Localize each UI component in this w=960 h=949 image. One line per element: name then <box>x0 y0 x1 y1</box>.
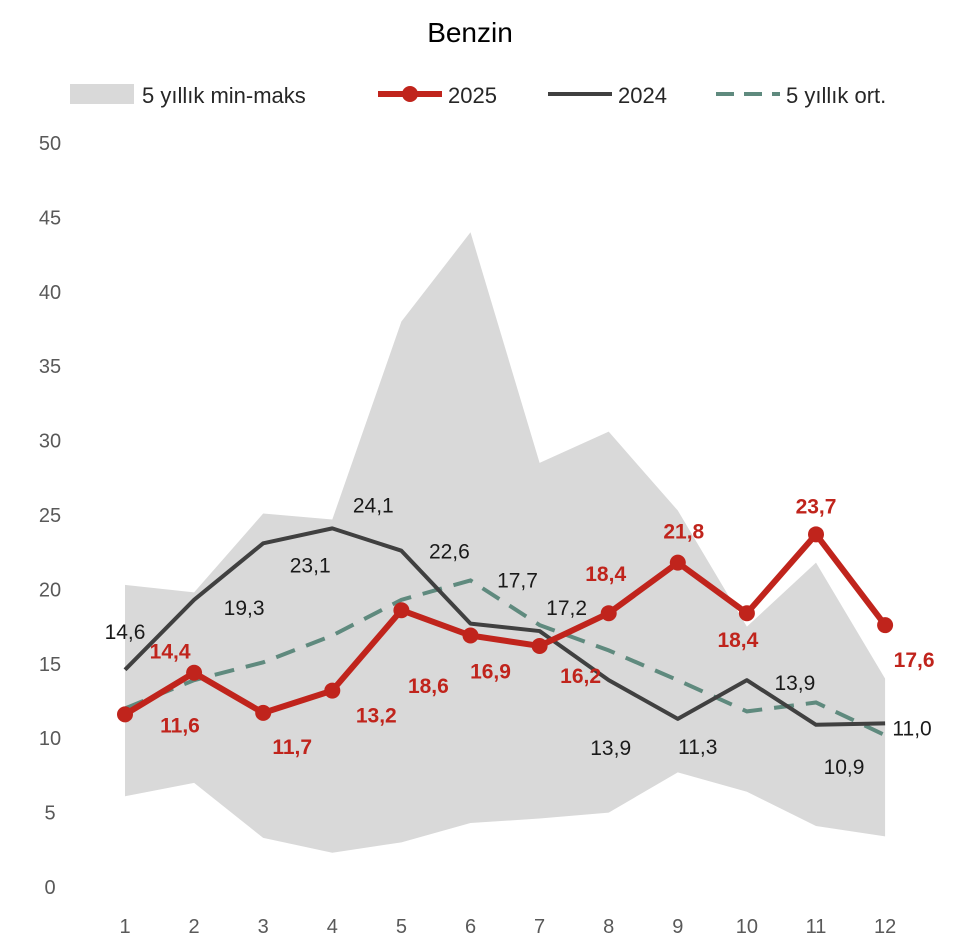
series-2024-line <box>123 526 886 727</box>
x-tick-label: 1 <box>119 916 130 938</box>
legend-band-label: 5 yıllık min-maks <box>142 83 306 108</box>
legend-2025-label: 2025 <box>448 83 497 108</box>
series-2024-data-label: 10,9 <box>824 756 865 779</box>
series-2024-data-label: 23,1 <box>290 554 331 577</box>
series-2024-data-label: 13,9 <box>774 672 815 695</box>
y-tick-label: 45 <box>39 207 61 229</box>
series-2025-point <box>255 704 272 721</box>
series-2025-point <box>877 617 894 634</box>
y-tick-label: 35 <box>39 356 61 378</box>
x-tick-label: 2 <box>189 916 200 938</box>
min-max-band <box>125 232 886 853</box>
y-tick-label: 50 <box>39 133 61 155</box>
legend: 5 yıllık min-maks 2025 2024 5 yıllık ort… <box>70 83 886 108</box>
series-2025-data-label: 21,8 <box>663 521 704 544</box>
series-2025-point <box>808 526 824 543</box>
legend-2024-label: 2024 <box>618 83 667 108</box>
x-tick-label: 6 <box>465 916 476 938</box>
x-tick-label: 4 <box>327 916 338 938</box>
series-2025-point <box>462 627 479 644</box>
y-axis: 0 5 10 15 20 25 30 35 40 45 50 <box>39 133 61 899</box>
x-tick-label: 12 <box>874 916 896 938</box>
series-2025-point <box>738 605 755 622</box>
series-2024-data-label: 17,2 <box>546 597 587 620</box>
series-2024-data-label: 19,3 <box>224 597 265 620</box>
legend-2025-marker <box>402 86 418 102</box>
series-2025-point <box>117 706 133 723</box>
series-2025-point <box>600 605 617 622</box>
y-tick-label: 0 <box>44 877 55 899</box>
y-tick-label: 10 <box>39 728 61 750</box>
series-2024-data-label: 13,9 <box>590 737 631 760</box>
series-2025-data-label: 18,4 <box>585 563 626 586</box>
y-tick-label: 40 <box>39 282 61 304</box>
series-2024-data-label: 22,6 <box>429 541 470 564</box>
x-tick-label: 9 <box>672 916 683 938</box>
x-tick-label: 7 <box>534 916 545 938</box>
series-2024-data-label: 24,1 <box>353 494 394 517</box>
series-2025-point <box>669 554 686 571</box>
series-2024-data-label: 17,7 <box>497 570 538 593</box>
y-tick-label: 5 <box>44 803 55 825</box>
series-2025-line <box>123 531 888 717</box>
series-2024-data-label: 11,3 <box>678 736 717 759</box>
series-2025-data-label: 18,6 <box>408 675 449 698</box>
series-2024-data-label: 11,0 <box>892 717 931 740</box>
x-tick-label: 11 <box>806 916 827 938</box>
series-2025-data-label: 11,7 <box>272 736 312 759</box>
x-axis: 1 2 3 4 5 6 7 8 9 10 11 12 <box>119 916 896 938</box>
y-tick-label: 30 <box>39 431 61 453</box>
series-2025-data-label: 18,4 <box>717 629 758 652</box>
chart-title: Benzin <box>427 17 513 48</box>
series-2025-data-label: 17,6 <box>894 649 935 672</box>
y-tick-label: 20 <box>39 579 61 601</box>
y-tick-label: 15 <box>39 654 61 676</box>
series-2025-point <box>393 602 410 619</box>
x-tick-label: 10 <box>736 916 758 938</box>
series-2025-data-label: 16,2 <box>560 665 601 688</box>
series-2025-point <box>186 664 203 681</box>
plot-area: 14,6 19,3 23,1 24,1 22,6 17,7 17,2 13,9 11,3 13,9… <box>105 232 935 853</box>
legend-band-swatch <box>70 84 134 104</box>
series-avg-line <box>124 578 886 738</box>
x-tick-label: 8 <box>603 916 614 938</box>
series-2025-data-label: 13,2 <box>356 705 397 728</box>
series-2025-point <box>324 682 341 699</box>
x-tick-label: 5 <box>396 916 407 938</box>
series-2025-data-label: 16,9 <box>470 661 511 684</box>
series-2025-data-label: 23,7 <box>796 495 837 518</box>
series-2025-data-label: 14,4 <box>150 641 191 664</box>
x-tick-label: 3 <box>258 916 269 938</box>
y-tick-label: 25 <box>39 505 61 527</box>
series-2024-data-label: 14,6 <box>105 621 146 644</box>
legend-avg-label: 5 yıllık ort. <box>786 83 886 108</box>
series-2025-data-label: 11,6 <box>160 714 200 737</box>
series-2025-point <box>531 637 548 654</box>
